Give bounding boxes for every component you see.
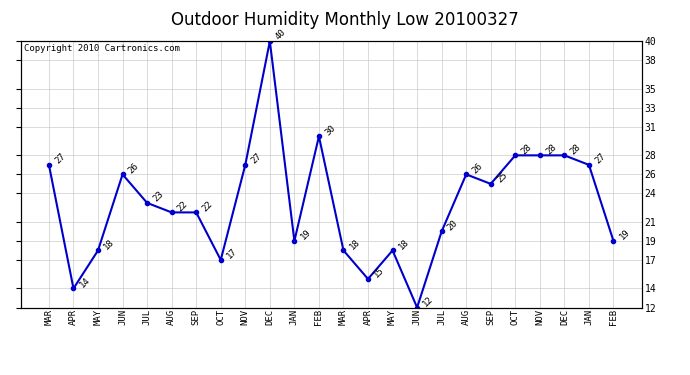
- Text: 17: 17: [225, 247, 239, 261]
- Text: 18: 18: [102, 237, 116, 251]
- Text: 14: 14: [78, 275, 92, 289]
- Text: 18: 18: [348, 237, 362, 251]
- Text: 20: 20: [446, 218, 460, 232]
- Text: 28: 28: [520, 142, 533, 156]
- Text: 27: 27: [250, 152, 264, 165]
- Text: 15: 15: [372, 266, 386, 280]
- Text: 12: 12: [422, 294, 435, 308]
- Text: 27: 27: [593, 152, 607, 165]
- Text: 28: 28: [544, 142, 558, 156]
- Text: 19: 19: [299, 228, 313, 242]
- Text: Copyright 2010 Cartronics.com: Copyright 2010 Cartronics.com: [23, 44, 179, 53]
- Text: 23: 23: [151, 189, 165, 204]
- Text: 30: 30: [323, 123, 337, 137]
- Text: 26: 26: [127, 161, 141, 175]
- Text: 22: 22: [200, 199, 215, 213]
- Text: 28: 28: [569, 142, 582, 156]
- Text: Outdoor Humidity Monthly Low 20100327: Outdoor Humidity Monthly Low 20100327: [171, 11, 519, 29]
- Text: 19: 19: [618, 228, 631, 242]
- Text: 40: 40: [274, 28, 288, 42]
- Text: 26: 26: [471, 161, 484, 175]
- Text: 27: 27: [53, 152, 67, 165]
- Text: 18: 18: [397, 237, 411, 251]
- Text: 22: 22: [176, 199, 190, 213]
- Text: 25: 25: [495, 171, 509, 184]
